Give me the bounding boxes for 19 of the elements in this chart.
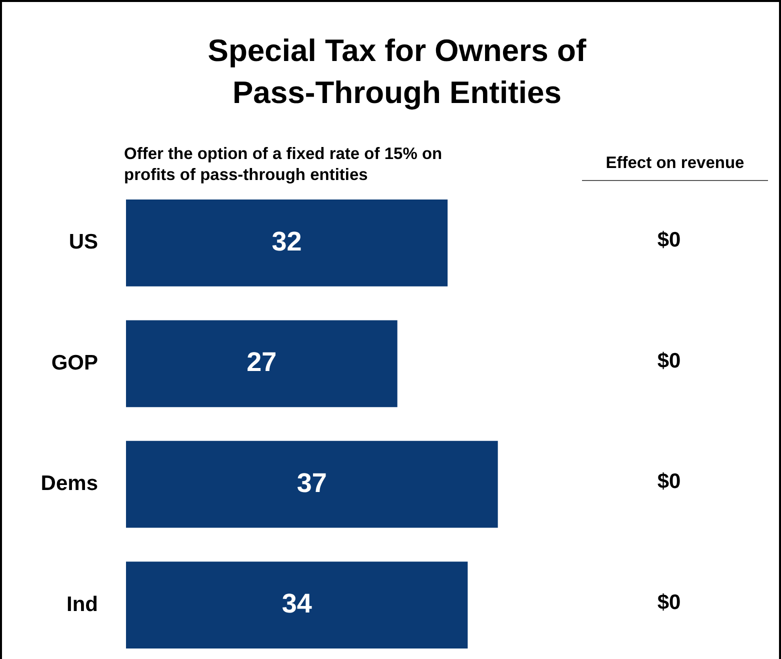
bar: [126, 320, 398, 408]
bar: [126, 200, 448, 286]
bar: [126, 562, 468, 648]
bar: [126, 440, 498, 528]
y-tick-label: Dems: [40, 472, 98, 496]
chart-title: Special Tax for Owners of Pass-Through Entities: [206, 32, 588, 112]
data-label: 27: [246, 347, 277, 378]
text: $0: [657, 590, 681, 614]
y-tick-label: Ind: [66, 592, 98, 616]
text: $0: [657, 228, 681, 252]
y-tick-label: US: [68, 230, 98, 254]
data-label: 32: [272, 226, 302, 256]
chart-subtitle: Offer the option of a fixed rate of 15% on profits of pass-through entities: [124, 144, 444, 186]
data-label: 34: [282, 588, 312, 619]
text: $0: [657, 349, 681, 372]
data-label: 37: [296, 468, 327, 498]
text: Effect on revenue: [582, 154, 768, 181]
text: $0: [657, 470, 681, 494]
y-tick-label: GOP: [51, 351, 98, 374]
